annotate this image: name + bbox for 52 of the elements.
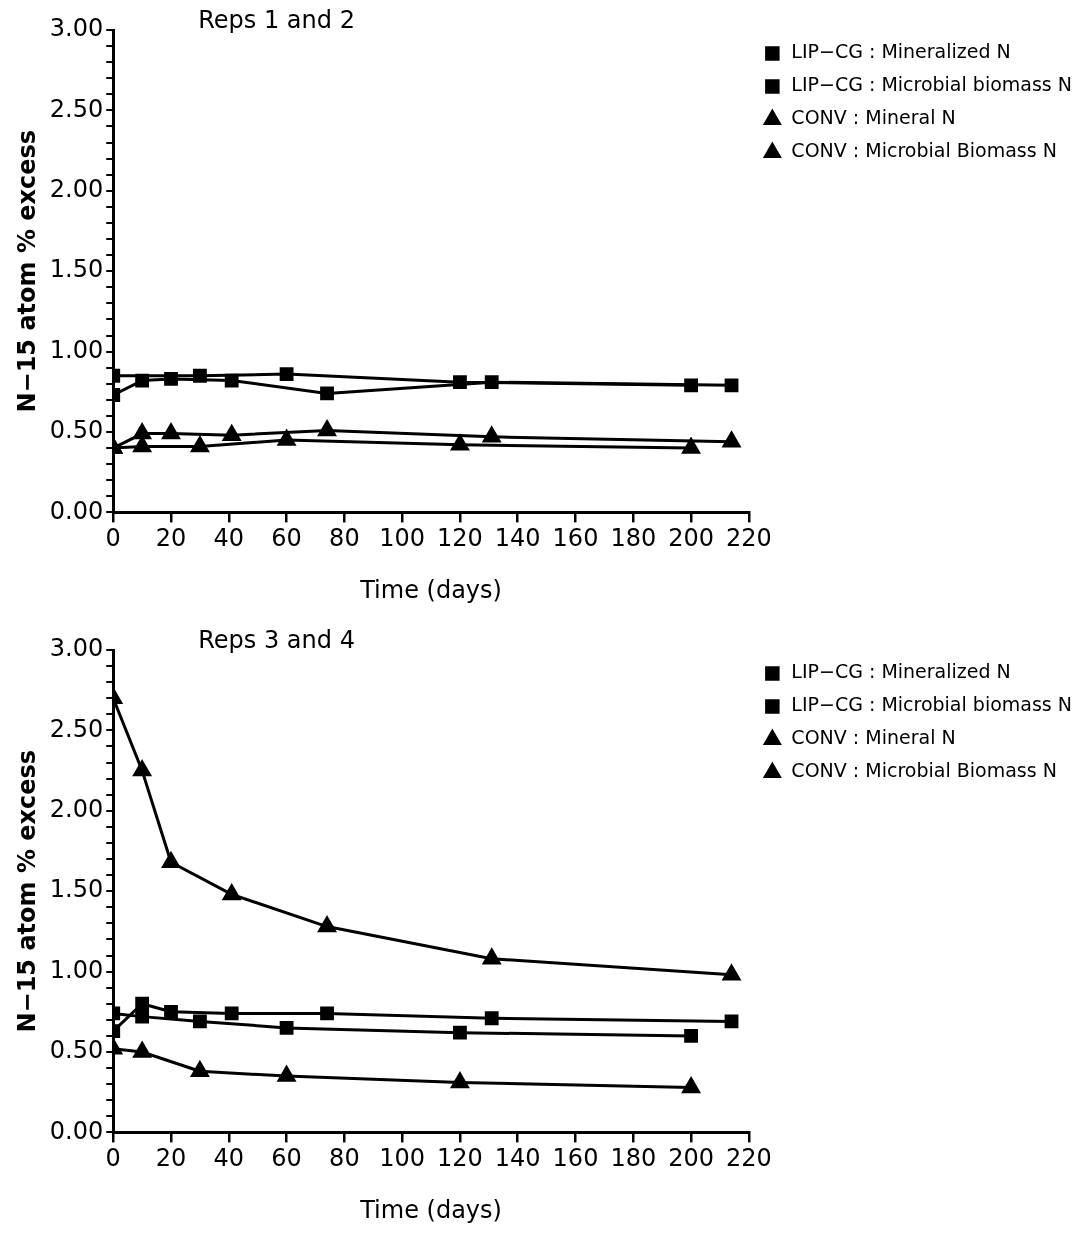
x-tick-label: 0: [105, 524, 121, 553]
legend-label: CONV : Mineral N: [791, 106, 956, 129]
legend-label: LIP−CG : Mineralized N: [791, 660, 1011, 683]
legend-label: LIP−CG : Mineralized N: [791, 40, 1011, 63]
x-tick-label: 80: [329, 524, 360, 553]
x-tick-label: 0: [105, 1144, 121, 1173]
legend-label: CONV : Microbial Biomass N: [791, 759, 1057, 782]
legend-label: LIP−CG : Microbial biomass N: [791, 693, 1072, 716]
x-axis-title: Time (days): [359, 575, 502, 604]
x-tick-label: 140: [494, 1144, 541, 1173]
x-tick-label: 140: [494, 524, 541, 553]
x-tick-label: 120: [437, 524, 483, 553]
x-tick-label: 60: [271, 1144, 302, 1173]
x-tick-label: 200: [668, 1144, 714, 1173]
y-tick-label: 2.00: [49, 795, 104, 824]
x-tick-label: 20: [155, 1144, 187, 1173]
x-tick-label: 40: [213, 1144, 245, 1173]
y-axis-title: N−15 atom % excess: [12, 749, 41, 1033]
y-tick-label: 0.00: [49, 496, 104, 525]
x-tick-label: 180: [610, 1144, 657, 1173]
y-tick-label: 1.00: [49, 335, 104, 364]
y-tick-label: 2.00: [49, 175, 104, 204]
legend-label: LIP−CG : Microbial biomass N: [791, 73, 1072, 96]
x-tick-label: 160: [552, 524, 599, 553]
x-tick-label: 40: [213, 524, 245, 553]
x-tick-label: 220: [725, 1144, 772, 1173]
y-tick-label: 2.50: [49, 714, 104, 743]
y-axis-title: N−15 atom % excess: [12, 129, 41, 413]
y-tick-label: 1.50: [49, 255, 104, 284]
y-tick-label: 0.00: [49, 1116, 104, 1145]
x-tick-label: 120: [437, 1144, 483, 1173]
y-tick-label: 0.50: [49, 1036, 104, 1065]
x-tick-label: 100: [379, 524, 426, 553]
x-tick-label: 60: [271, 524, 302, 553]
x-tick-label: 220: [725, 524, 772, 553]
legend-label: CONV : Microbial Biomass N: [791, 139, 1057, 162]
y-tick-label: 1.50: [49, 875, 104, 904]
x-tick-label: 20: [155, 524, 187, 553]
y-tick-label: 2.50: [49, 94, 104, 123]
x-tick-label: 200: [668, 524, 714, 553]
x-tick-label: 100: [379, 1144, 426, 1173]
y-tick-label: 0.50: [49, 416, 104, 445]
x-axis-title: Time (days): [359, 1195, 502, 1224]
legend-label: CONV : Mineral N: [791, 726, 956, 749]
chart-title: Reps 3 and 4: [198, 626, 355, 655]
x-tick-label: 180: [610, 524, 657, 553]
y-tick-label: 3.00: [49, 14, 104, 43]
chart-title: Reps 1 and 2: [198, 6, 355, 35]
y-tick-label: 1.00: [49, 955, 104, 984]
y-tick-label: 3.00: [49, 634, 104, 663]
x-tick-label: 80: [329, 1144, 360, 1173]
x-tick-label: 160: [552, 1144, 599, 1173]
